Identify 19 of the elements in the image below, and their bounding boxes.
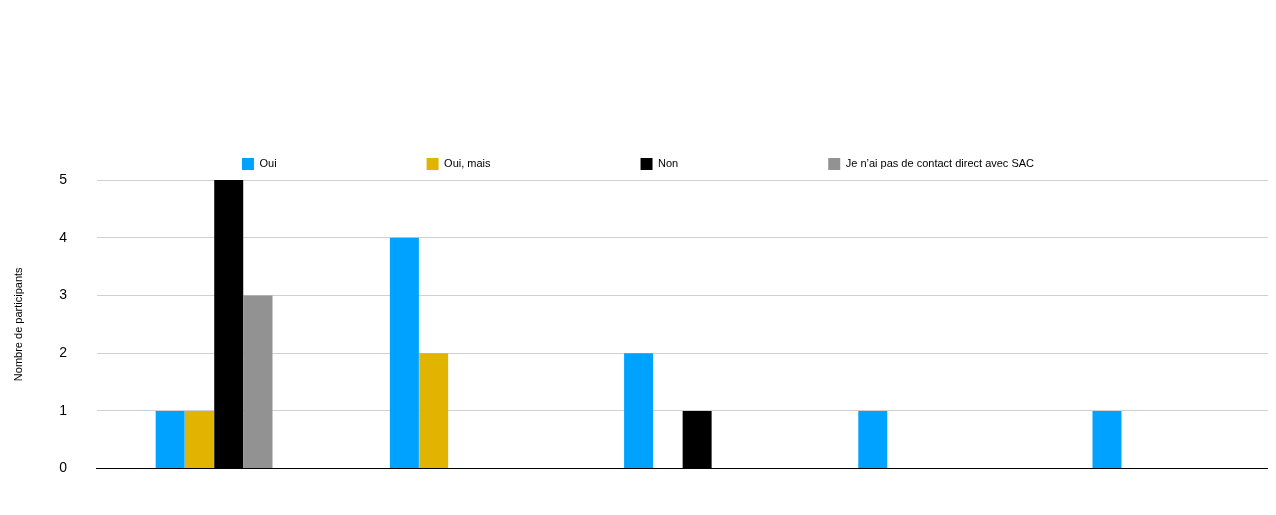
y-tick-label: 5 [59,170,68,187]
legend-label: Non [658,157,679,170]
bar [243,295,273,469]
bar [624,353,654,469]
y-tick-label: 0 [59,459,68,476]
legend-label: Je n’ai pas de contact direct avec SAC [845,157,1035,170]
bar [858,410,888,469]
y-tick-label: 3 [59,286,68,303]
y-axis-title: Nombre de participants [11,266,24,382]
bar [1092,410,1122,469]
y-tick-label: 2 [59,344,68,361]
bar [389,237,419,469]
bar [155,410,185,469]
bar [184,410,214,469]
bar [419,353,449,469]
legend-label: Oui [259,157,277,170]
y-tick-label: 1 [59,401,68,418]
legend-label: Oui, mais [444,157,492,170]
y-tick-label: 4 [59,228,68,245]
